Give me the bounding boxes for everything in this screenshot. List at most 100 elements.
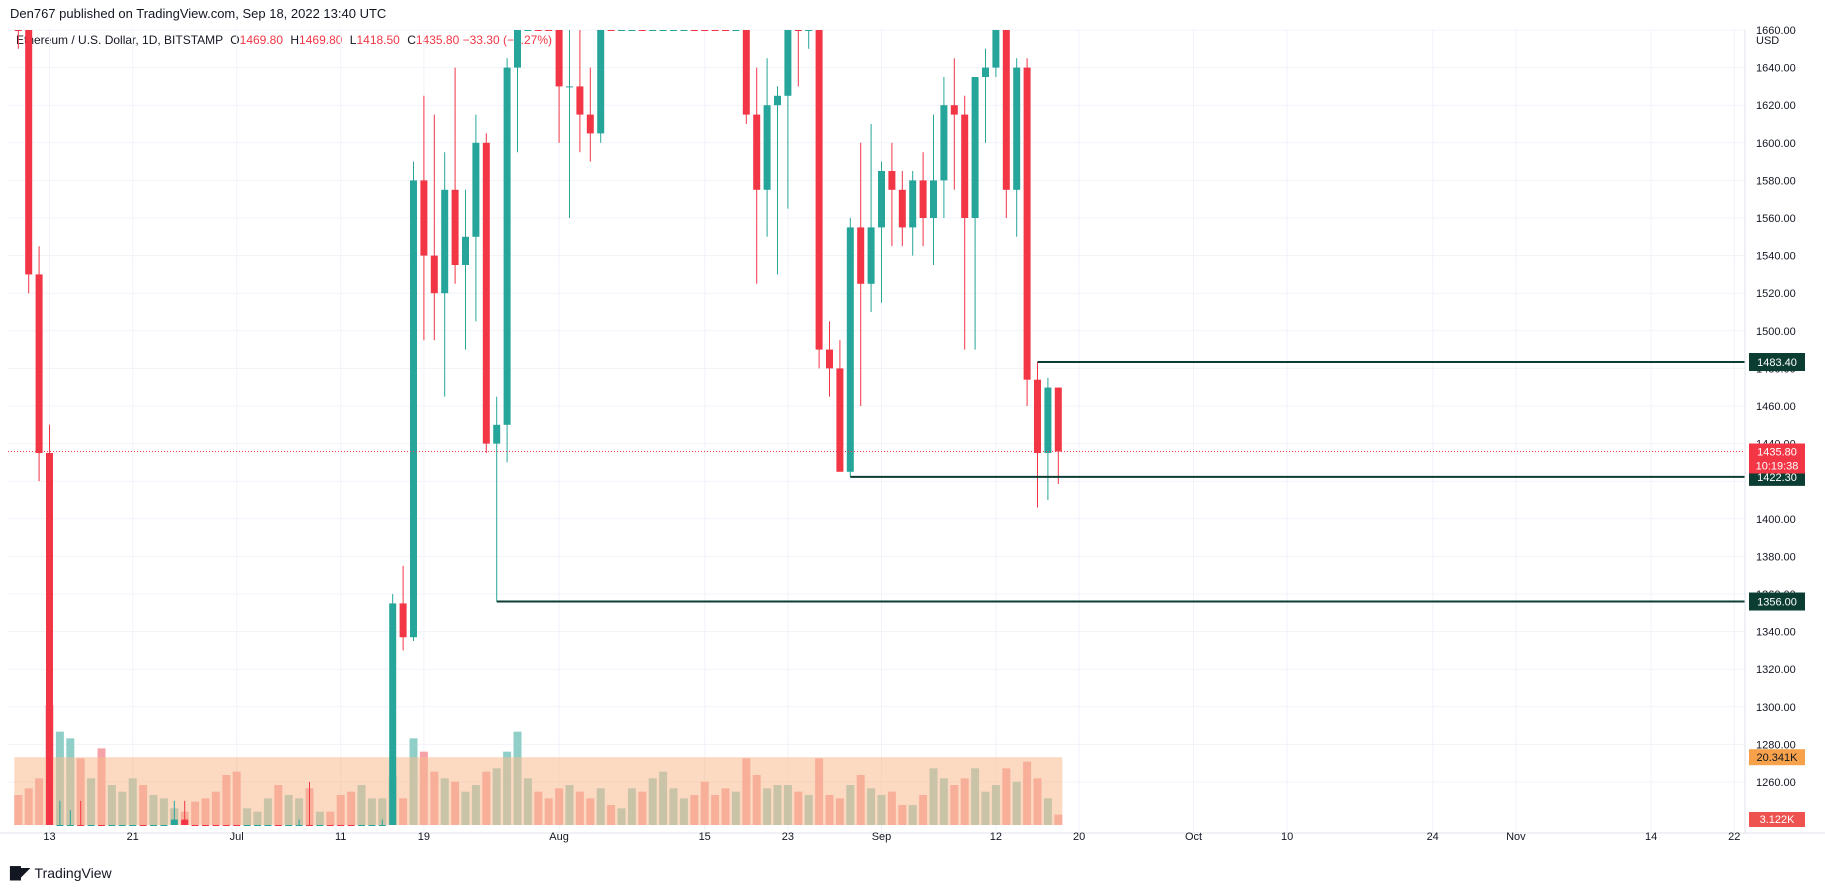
level-price-label: 1356.00: [1757, 597, 1797, 609]
y-tick-label: 1540.00: [1756, 251, 1796, 263]
candle-body: [160, 825, 168, 826]
candle-body: [888, 171, 896, 190]
x-tick-label: 19: [418, 831, 430, 843]
volume-ma-label: 20.341K: [1757, 752, 1799, 764]
publish-info: Den767 published on TradingView.com, Sep…: [10, 6, 387, 21]
candle-body: [784, 30, 792, 96]
candle-body: [233, 825, 241, 826]
candle-body: [524, 30, 532, 31]
y-tick-label: 1520.00: [1756, 288, 1796, 300]
candle-body: [243, 825, 251, 826]
candle-body: [794, 30, 802, 31]
current-price-tag: [1749, 443, 1805, 474]
volume-ma-tag: [1749, 749, 1805, 766]
candle-body: [181, 819, 189, 825]
candle-body: [628, 30, 636, 31]
candle-body: [368, 825, 376, 826]
price-labels: 1483.40 1422.30 1356.00 1435.80 10:19:38 20.3…: [8, 353, 1805, 827]
y-tick-label: 1400.00: [1756, 514, 1796, 526]
candle-body: [680, 30, 688, 31]
candle-body: [815, 30, 823, 350]
y-tick-label: 1640.00: [1756, 63, 1796, 75]
y-tick-label: 1560.00: [1756, 213, 1796, 225]
candle-body: [774, 95, 781, 106]
y-tick-label: 1500.00: [1756, 326, 1796, 338]
candle-body: [576, 86, 584, 115]
x-tick-label: Nov: [1506, 831, 1526, 843]
candle-body: [722, 30, 729, 31]
y-tick-label: 1580.00: [1756, 175, 1796, 187]
candle-body: [129, 825, 137, 826]
candle-body: [649, 30, 657, 31]
x-tick-label: Aug: [549, 831, 569, 843]
y-tick-label: 1600.00: [1756, 138, 1796, 150]
candle-body: [826, 349, 833, 369]
candle-body: [378, 825, 386, 826]
candle-body: [534, 30, 542, 31]
x-tick-label: 15: [699, 831, 711, 843]
candle-body: [992, 30, 1000, 68]
candle-body: [118, 825, 126, 826]
candle-body: [420, 180, 428, 256]
x-tick-label: 10: [1281, 831, 1293, 843]
candle-body: [566, 86, 573, 88]
candle-body: [597, 30, 605, 134]
candle-body: [430, 255, 438, 294]
candle-body: [909, 180, 917, 228]
candle-body: [659, 30, 667, 31]
candle-body: [462, 236, 469, 265]
open-value: 1469.80: [239, 33, 284, 47]
candle-body: [254, 825, 261, 826]
level-price-label: 1483.40: [1757, 357, 1797, 369]
candle-body: [982, 67, 989, 77]
x-tick-label: 24: [1427, 831, 1439, 843]
candle-body: [46, 453, 53, 825]
candle-body: [316, 825, 324, 826]
candle-body: [451, 189, 459, 265]
level-lines[interactable]: [496, 361, 1745, 603]
x-tick-label: 12: [990, 831, 1002, 843]
symbol-title[interactable]: Ethereum / U.S. Dollar, 1D, BITSTAMP: [16, 33, 223, 47]
candle-body: [618, 30, 625, 31]
candle-body: [545, 30, 553, 31]
volume-ma-band: [14, 757, 1063, 825]
candle-body: [555, 30, 563, 87]
candle-body: [690, 30, 698, 31]
y-tick-label: 1660.00: [1756, 25, 1796, 37]
candle-body: [805, 30, 813, 31]
high-label: H: [290, 33, 300, 47]
candle-body: [919, 180, 927, 218]
candle-body: [961, 114, 969, 218]
volume-last-tag: [1749, 812, 1805, 827]
candle-body: [108, 825, 116, 826]
candle-body: [898, 189, 906, 228]
candle-body: [1013, 67, 1021, 190]
x-tick-label: 20: [1073, 831, 1085, 843]
candle-body: [14, 30, 22, 31]
candle-body: [139, 825, 147, 826]
candle-body: [711, 30, 719, 31]
candle-body: [1054, 387, 1062, 452]
candle-body: [857, 227, 865, 284]
y-tick-label: 1620.00: [1756, 100, 1796, 112]
close-value: 1435.80: [415, 33, 460, 47]
x-tick-label: 23: [782, 831, 794, 843]
axes[interactable]: USD 1260.001280.001300.001320.001340.001…: [0, 25, 1825, 843]
candle-body: [87, 825, 95, 826]
volume-pane: [14, 705, 1063, 825]
candle-body: [150, 825, 157, 826]
candle-body: [441, 189, 449, 294]
candle-body: [607, 30, 615, 31]
candle-body: [586, 114, 594, 134]
candle-body: [763, 105, 771, 190]
candle-body: [347, 825, 355, 826]
candle-body: [98, 825, 105, 826]
candle-body: [202, 825, 209, 826]
tradingview-brand[interactable]: ▇◤ TradingView: [10, 864, 112, 881]
candle-body: [950, 105, 958, 115]
candle-body: [56, 825, 64, 826]
candle-body: [77, 825, 85, 826]
candle-body: [753, 114, 761, 190]
x-tick-label: 11: [335, 831, 346, 843]
